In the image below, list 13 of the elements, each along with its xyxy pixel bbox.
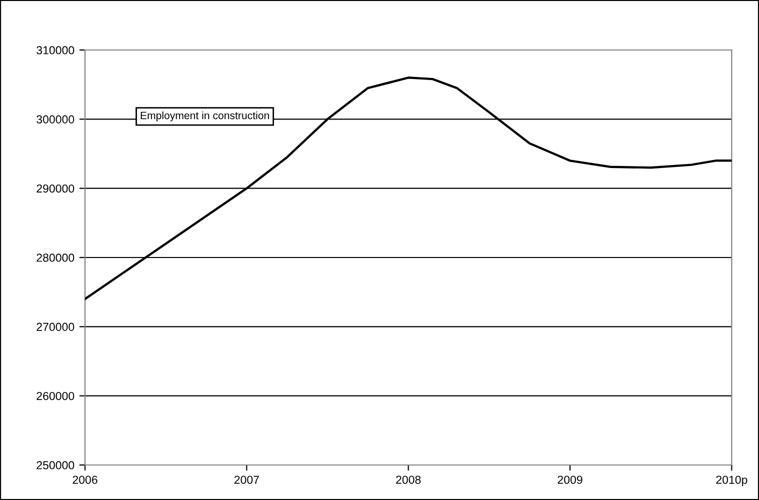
- y-tick-label: 290000: [36, 184, 74, 193]
- y-tick-label: 280000: [36, 254, 74, 262]
- x-tick-label: 2010p: [716, 476, 748, 486]
- x-tick-label: 2008: [396, 476, 421, 484]
- x-tick-label: 2009: [558, 476, 582, 484]
- x-tick-label: 2006: [72, 476, 98, 484]
- y-tick-label: 300000: [36, 115, 74, 124]
- y-tick-label: 270000: [36, 322, 74, 331]
- y-tick-label: 310000: [36, 46, 74, 54]
- y-tick-label: 250000: [36, 461, 74, 470]
- x-tick-label: 2007: [234, 476, 259, 484]
- text: Employment in construction: [140, 111, 269, 122]
- y-tick-label: 260000: [36, 392, 74, 400]
